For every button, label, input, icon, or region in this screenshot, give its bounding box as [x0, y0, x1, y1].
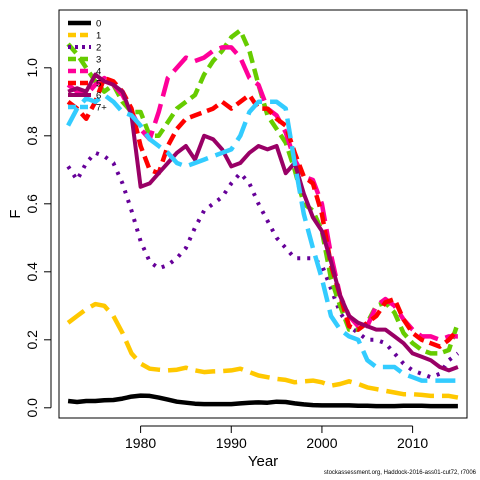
legend-label: 4 [96, 67, 101, 78]
legend-label: 7+ [96, 103, 107, 114]
series-line-7plus [66, 92, 458, 383]
series-line-2 [66, 150, 460, 380]
legend-label: 6 [96, 91, 101, 102]
x-axis: 1980 1990 2000 2010 [125, 425, 428, 451]
y-axis-label: F [7, 209, 24, 218]
legend-label: 1 [96, 31, 101, 42]
series-line-1 [66, 301, 459, 400]
y-tick-label: 0.0 [24, 398, 40, 418]
plot-frame [58, 9, 468, 419]
x-tick-label: 1980 [125, 435, 156, 451]
y-tick-label: 1.0 [24, 58, 40, 78]
x-tick-label: 1990 [216, 435, 247, 451]
y-tick-label: 0.8 [24, 126, 40, 146]
series-line-6 [67, 72, 459, 373]
y-tick-label: 0.6 [24, 194, 40, 214]
x-tick-label: 2000 [306, 435, 337, 451]
legend-label: 2 [96, 43, 101, 54]
footnote: stockassessment.org, Haddock-2016-ass01-… [323, 470, 476, 476]
series-line-4 [66, 45, 458, 343]
y-tick-label: 0.4 [24, 262, 40, 282]
legend-label: 5 [96, 79, 101, 90]
y-axis: 0.0 0.2 0.4 0.6 0.8 1.0 [24, 58, 52, 418]
series-line-3 [66, 28, 461, 356]
series-lines [66, 28, 461, 409]
y-tick-label: 0.2 [24, 330, 40, 350]
legend-label: 0 [96, 19, 101, 30]
x-tick-label: 2010 [397, 435, 428, 451]
series-line-0 [67, 393, 458, 409]
legend-label: 3 [96, 55, 101, 66]
x-axis-label: Year [248, 453, 278, 470]
